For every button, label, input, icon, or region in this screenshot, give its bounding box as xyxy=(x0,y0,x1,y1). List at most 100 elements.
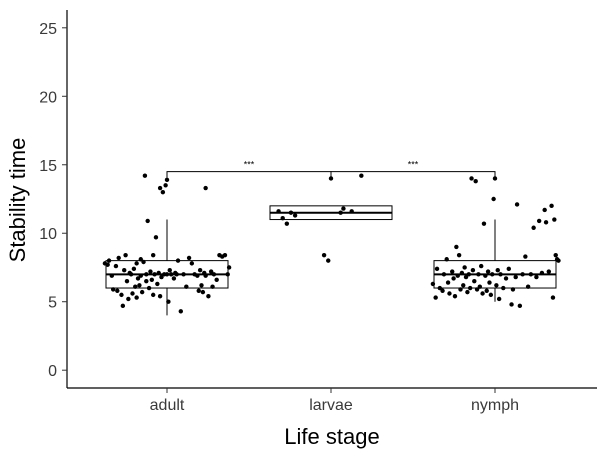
data-point xyxy=(556,258,561,263)
data-point xyxy=(155,281,160,287)
data-point xyxy=(510,287,516,292)
data-point xyxy=(151,292,156,298)
data-point xyxy=(276,209,281,214)
data-point xyxy=(124,278,130,284)
data-point xyxy=(113,263,119,269)
x-tick-label: larvae xyxy=(309,397,353,414)
data-point xyxy=(164,272,170,277)
boxplot-larvae xyxy=(269,205,393,221)
data-point xyxy=(328,176,334,181)
data-point xyxy=(520,272,525,277)
significance-adult-larvae: *** xyxy=(166,160,332,178)
data-point xyxy=(492,176,498,181)
data-point xyxy=(484,288,489,293)
data-point xyxy=(175,258,181,263)
data-point xyxy=(534,274,539,280)
data-point xyxy=(477,284,483,289)
data-point xyxy=(517,303,523,309)
data-point xyxy=(181,272,186,277)
data-point xyxy=(145,218,150,224)
data-points xyxy=(102,173,561,314)
data-point xyxy=(153,235,159,240)
data-point xyxy=(288,210,294,215)
y-axis-title: Stability time xyxy=(5,138,30,263)
data-point xyxy=(292,213,298,218)
data-point xyxy=(157,294,163,299)
boxplot-nymph xyxy=(433,219,557,302)
data-point xyxy=(491,196,496,202)
data-point xyxy=(174,272,179,277)
data-point xyxy=(467,285,473,291)
data-point xyxy=(488,292,494,298)
data-point xyxy=(144,272,149,277)
data-point xyxy=(440,288,445,293)
data-point xyxy=(452,294,458,299)
points-adult xyxy=(102,173,232,314)
data-point xyxy=(496,296,502,302)
data-point xyxy=(138,273,143,278)
data-point xyxy=(152,272,157,277)
data-point xyxy=(106,258,112,263)
data-point xyxy=(126,296,131,302)
data-point xyxy=(184,284,189,289)
data-point xyxy=(326,258,331,263)
data-point xyxy=(321,252,327,258)
data-point xyxy=(197,268,203,273)
data-point xyxy=(203,273,208,278)
data-point xyxy=(211,272,217,277)
data-point xyxy=(146,285,152,291)
data-point xyxy=(481,221,487,226)
data-point xyxy=(349,209,354,214)
data-point xyxy=(469,176,474,181)
data-point xyxy=(131,266,137,272)
data-point xyxy=(514,202,520,207)
data-point xyxy=(456,252,462,258)
data-point xyxy=(430,281,436,287)
data-point xyxy=(208,269,214,274)
data-point xyxy=(465,289,470,295)
data-point xyxy=(199,283,204,288)
data-point xyxy=(451,276,456,281)
data-point xyxy=(166,299,171,304)
data-point xyxy=(214,277,219,283)
data-point xyxy=(466,272,471,277)
data-point xyxy=(186,255,192,261)
data-point xyxy=(206,294,211,299)
data-point xyxy=(338,210,343,215)
x-axis-title: Life stage xyxy=(284,424,379,449)
data-point xyxy=(553,252,558,258)
x-tick-label: nymph xyxy=(471,397,519,414)
data-point xyxy=(119,292,124,298)
data-point xyxy=(434,266,440,272)
data-point xyxy=(130,291,135,296)
data-point xyxy=(134,295,139,300)
data-point xyxy=(461,283,466,288)
x-ticks: adult larvae nymph xyxy=(150,388,519,414)
data-point xyxy=(138,257,143,262)
data-point xyxy=(447,291,452,296)
data-point xyxy=(498,272,503,277)
data-point xyxy=(157,185,163,191)
x-tick-label: adult xyxy=(150,397,185,414)
data-point xyxy=(203,185,208,191)
data-point xyxy=(539,270,545,276)
data-point xyxy=(189,261,195,266)
y-tick-label: 15 xyxy=(39,158,57,175)
points-nymph xyxy=(430,176,561,309)
data-point xyxy=(149,277,155,283)
data-point xyxy=(550,295,556,300)
data-point xyxy=(163,183,168,188)
data-point xyxy=(485,269,491,274)
y-tick-label: 0 xyxy=(48,363,57,380)
data-point xyxy=(523,254,528,259)
data-point xyxy=(455,273,460,278)
y-tick-label: 5 xyxy=(48,295,57,312)
data-point xyxy=(490,272,495,277)
data-point xyxy=(156,270,161,276)
data-point xyxy=(542,207,547,213)
data-point xyxy=(433,295,438,300)
data-point xyxy=(123,252,128,258)
data-point xyxy=(109,273,115,278)
data-point xyxy=(513,274,518,280)
significance-brackets: *** *** xyxy=(166,160,496,178)
